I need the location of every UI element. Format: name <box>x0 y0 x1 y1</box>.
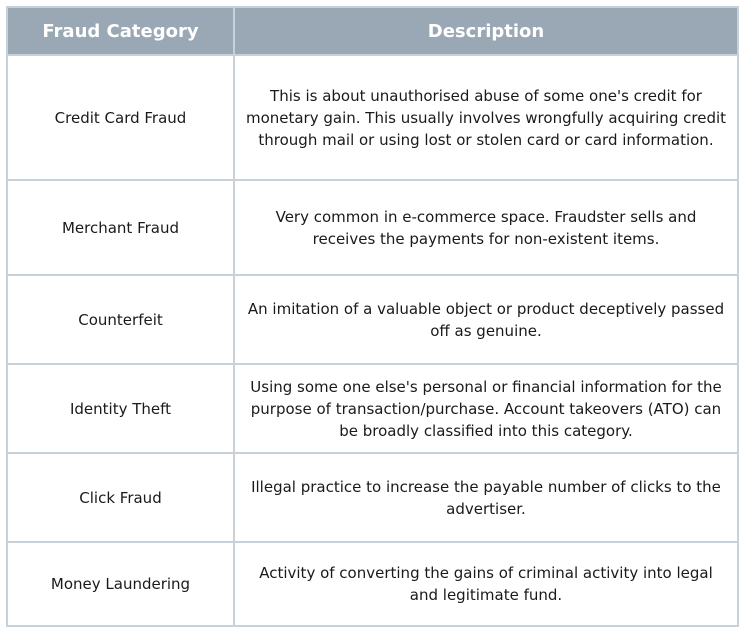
fraud-table-container: Fraud Category Description Credit Card F… <box>6 6 739 627</box>
table-row: Counterfeit An imitation of a valuable o… <box>6 274 739 365</box>
description-cell: An imitation of a valuable object or pro… <box>233 274 739 365</box>
table-row: Identity Theft Using some one else's per… <box>6 363 739 454</box>
category-cell: Money Laundering <box>6 541 235 627</box>
table-row: Click Fraud Illegal practice to increase… <box>6 452 739 543</box>
description-cell: Very common in e-commerce space. Fraudst… <box>233 179 739 276</box>
description-cell: This is about unauthorised abuse of some… <box>233 54 739 181</box>
description-cell: Using some one else's personal or financ… <box>233 363 739 454</box>
header-description: Description <box>233 6 739 56</box>
header-fraud-category: Fraud Category <box>6 6 235 56</box>
table-row: Credit Card Fraud This is about unauthor… <box>6 54 739 181</box>
table-header-row: Fraud Category Description <box>6 6 739 56</box>
table-row: Merchant Fraud Very common in e-commerce… <box>6 179 739 276</box>
table-row: Money Laundering Activity of converting … <box>6 541 739 627</box>
category-cell: Credit Card Fraud <box>6 54 235 181</box>
category-cell: Identity Theft <box>6 363 235 454</box>
description-cell: Activity of converting the gains of crim… <box>233 541 739 627</box>
description-cell: Illegal practice to increase the payable… <box>233 452 739 543</box>
category-cell: Click Fraud <box>6 452 235 543</box>
fraud-category-table: Fraud Category Description Credit Card F… <box>6 6 739 627</box>
category-cell: Merchant Fraud <box>6 179 235 276</box>
category-cell: Counterfeit <box>6 274 235 365</box>
